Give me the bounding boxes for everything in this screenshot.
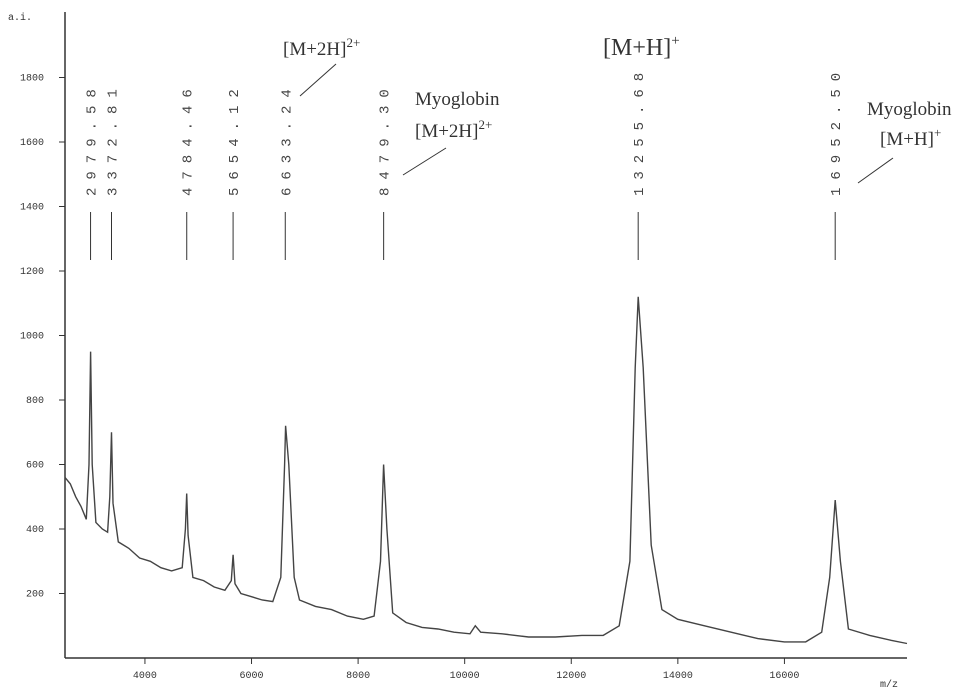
annotation-sup: +	[934, 125, 941, 140]
annotation-leader	[299, 63, 337, 97]
x-tick-label: 10000	[450, 671, 480, 682]
annotation-leader	[857, 157, 894, 184]
y-tick-label: 1800	[20, 74, 44, 85]
annotation-text: [M+2H]	[415, 121, 479, 142]
peak-label: 4784.46	[181, 81, 197, 196]
annotation-sup: 2+	[347, 35, 361, 50]
annotation: Myoglobin	[867, 99, 952, 120]
annotation-sup: +	[671, 33, 679, 49]
peak-label: 5654.12	[227, 81, 243, 196]
y-tick-label: 600	[26, 461, 44, 472]
x-tick-label: 8000	[346, 671, 370, 682]
x-tick-label: 14000	[663, 671, 693, 682]
annotation-text: [M+2H]	[283, 39, 347, 60]
x-tick-label: 16000	[769, 671, 799, 682]
x-tick-label: 6000	[240, 671, 264, 682]
y-tick-label: 400	[26, 525, 44, 536]
y-tick-label: 1600	[20, 138, 44, 149]
y-tick-label: 1200	[20, 267, 44, 278]
x-axis-label: m/z	[880, 679, 898, 691]
peak-label: 13255.68	[632, 65, 648, 196]
annotation: [M+2H]2+	[415, 117, 492, 142]
annotation: [M+2H]2+	[283, 35, 360, 60]
peak-label: 3372.81	[106, 81, 122, 196]
y-tick-label: 1000	[20, 332, 44, 343]
peak-label: 8479.30	[378, 81, 394, 196]
annotation-sup: 2+	[479, 117, 493, 132]
x-tick-label: 12000	[556, 671, 586, 682]
y-tick-label: 200	[26, 590, 44, 601]
y-axis-label: a.i.	[8, 12, 32, 24]
annotation-text: [M+H]	[603, 35, 671, 61]
y-tick-label: 800	[26, 396, 44, 407]
annotation: [M+H]+	[603, 33, 680, 61]
peak-label: 16952.50	[829, 65, 845, 196]
peak-label: 2979.58	[85, 81, 101, 196]
annotation-leader	[402, 147, 447, 176]
x-tick-label: 4000	[133, 671, 157, 682]
annotation-text: [M+H]	[880, 129, 934, 150]
peak-label: 6633.24	[279, 81, 295, 196]
y-tick-label: 1400	[20, 203, 44, 214]
spectrum	[64, 296, 908, 645]
annotation: [M+H]+	[880, 125, 941, 150]
annotation: Myoglobin	[415, 89, 500, 110]
